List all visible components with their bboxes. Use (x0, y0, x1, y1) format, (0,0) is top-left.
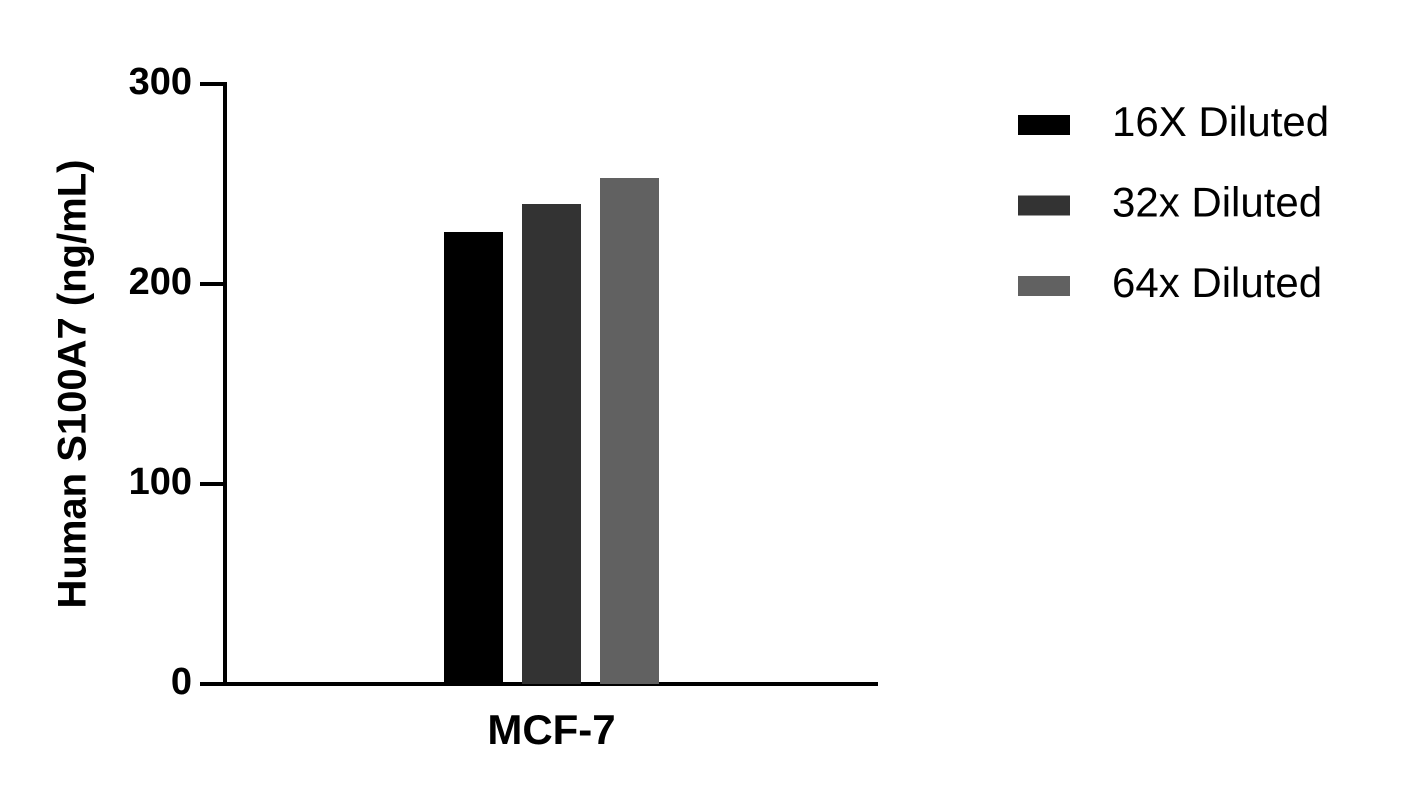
y-tick-label: 100 (129, 461, 192, 503)
y-tick-label: 0 (171, 661, 192, 703)
legend-label: 32x Diluted (1112, 179, 1322, 226)
legend-label: 64x Diluted (1112, 259, 1322, 306)
legend-swatch (1018, 276, 1070, 296)
bar (522, 204, 581, 684)
y-tick-label: 300 (129, 61, 192, 103)
bar (444, 232, 503, 684)
legend-swatch (1018, 195, 1070, 216)
legend-swatch (1018, 115, 1070, 135)
y-tick-label: 200 (129, 261, 192, 303)
legend-label: 16X Diluted (1112, 98, 1329, 145)
bar (600, 178, 659, 684)
x-tick-label: MCF-7 (487, 706, 615, 753)
y-axis-title: Human S100A7 (ng/mL) (51, 160, 95, 609)
